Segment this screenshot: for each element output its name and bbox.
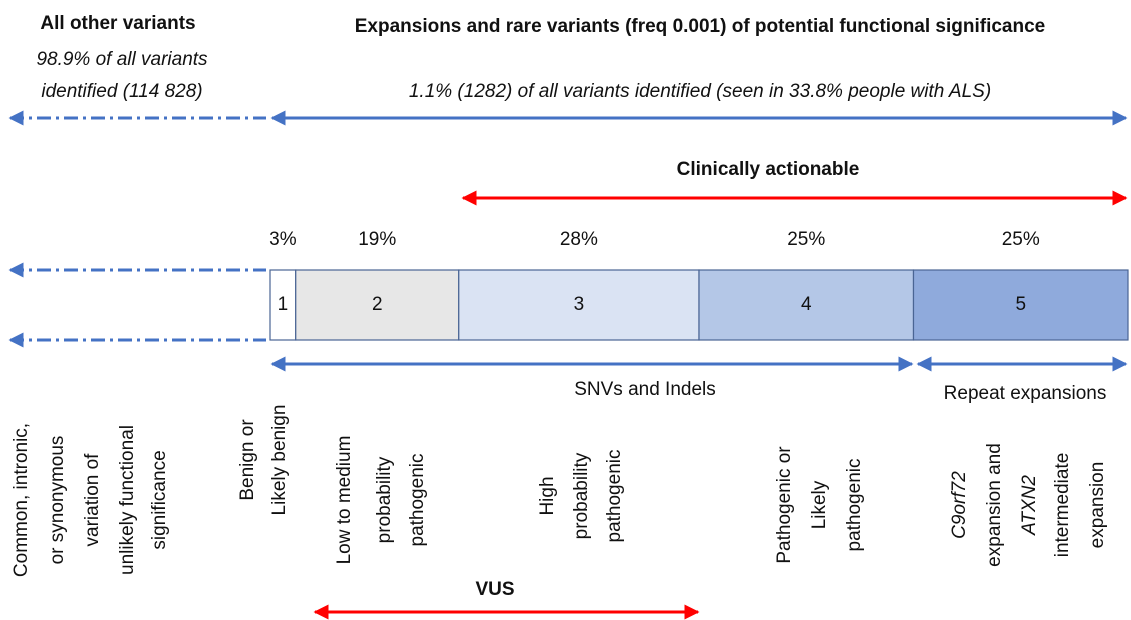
group-label: Repeat expansions: [944, 383, 1107, 404]
column-label: pathogenic: [844, 459, 865, 552]
column-label: C9orf72: [949, 471, 970, 539]
segment: [912, 269, 1129, 341]
segment-percent: 19%: [358, 229, 396, 250]
column-label: pathogenic: [604, 450, 625, 543]
column-label: intermediate: [1052, 453, 1073, 558]
segment-number: 5: [1015, 294, 1026, 315]
left-sub: 98.9% of all variants: [36, 49, 208, 70]
column-label: probability: [374, 456, 395, 543]
arrows: [8, 110, 1128, 620]
segment-number: 2: [372, 294, 383, 315]
columns: Common, intronic, or synonymous variation …: [11, 405, 1108, 578]
column-label: probability: [571, 452, 592, 539]
segment-percent: 25%: [787, 229, 825, 250]
column-label: High: [537, 476, 558, 515]
column-label: unlikely functional: [117, 425, 138, 575]
column-label: expansion: [1087, 462, 1108, 549]
clinically-actionable: Clinically actionable: [677, 159, 860, 180]
segment-percent: 3%: [269, 229, 297, 250]
column-label: significance: [149, 450, 170, 549]
bar: 1 3% 2 19% 3 28% 4 25% 5 25%: [269, 229, 1129, 341]
column-label: Likely benign: [269, 405, 290, 516]
column-label: variation of: [82, 453, 103, 547]
right-title: Expansions and rare variants (freq 0.001…: [355, 16, 1046, 37]
left-title: All other variants: [40, 13, 195, 34]
right-sub: 1.1% (1282) of all variants identified (…: [409, 81, 991, 102]
segment-percent: 28%: [560, 229, 598, 250]
segment-percent: 25%: [1002, 229, 1040, 250]
group-label: SNVs and Indels: [574, 379, 716, 400]
column-label: or synonymous: [47, 436, 68, 565]
column-label: Likely: [809, 480, 830, 529]
segment-number: 1: [278, 294, 289, 315]
segment: [269, 269, 297, 341]
column-label: expansion and: [984, 443, 1005, 567]
column-label: Common, intronic,: [11, 423, 32, 577]
column-label: ATXN2: [1019, 475, 1040, 536]
vus-label: VUS: [475, 579, 514, 600]
column-label: Benign or: [237, 419, 258, 501]
column-label: Pathogenic or: [774, 446, 795, 564]
segment: [698, 269, 915, 341]
column-label: pathogenic: [407, 454, 428, 547]
segment-number: 4: [801, 294, 812, 315]
left-sub: identified (114 828): [41, 81, 202, 102]
segment-number: 3: [574, 294, 585, 315]
column-label: Low to medium: [334, 436, 355, 565]
